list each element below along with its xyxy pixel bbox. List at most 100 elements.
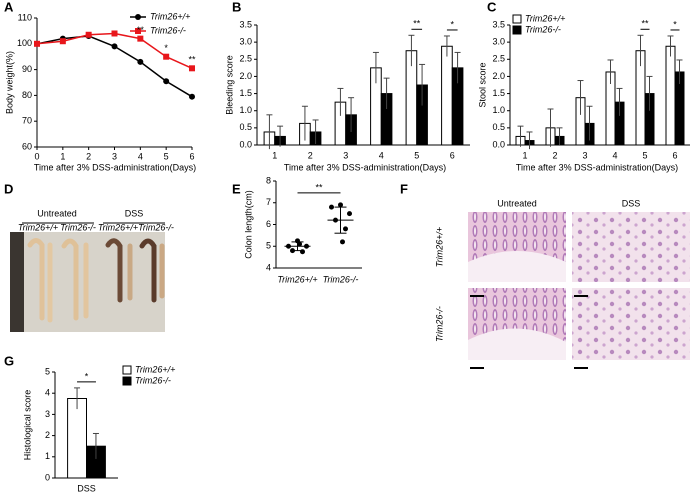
panel-label: B (232, 0, 241, 14)
x-tick-label: 4 (612, 150, 617, 160)
x-axis-label: Time after 3% DSS-administration(Days) (284, 162, 446, 172)
annotation: ** (137, 25, 145, 35)
column-label: Untreated (497, 198, 537, 208)
x-tick-label: 3 (582, 150, 587, 160)
annotation: * (85, 371, 89, 381)
x-tick-label: 3 (343, 150, 348, 160)
point (300, 249, 305, 255)
y-tick-label: 2.5 (492, 54, 505, 64)
y-tick-label: 1.5 (239, 88, 252, 98)
y-tick-label: 6 (266, 219, 271, 229)
y-axis-label: Bleeding score (224, 55, 234, 115)
y-tick-label: 3.0 (492, 37, 505, 47)
panel-label: C (487, 0, 497, 14)
point (347, 211, 352, 217)
y-tick-label: 2.0 (492, 71, 505, 81)
legend-label: Trim26+/+ (150, 11, 190, 21)
y-tick-label: 90 (22, 64, 32, 74)
x-tick-label: 1 (272, 150, 277, 160)
y-tick-label: 70 (22, 116, 32, 126)
annotation: * (673, 19, 677, 29)
point (340, 239, 345, 245)
annotation: * (450, 19, 454, 29)
y-tick-label: 2.0 (239, 71, 252, 81)
y-tick-label: 3 (45, 409, 50, 419)
bar (441, 45, 453, 146)
marker (137, 58, 144, 65)
panel-label: D (4, 181, 13, 196)
legend-marker (135, 28, 141, 34)
lane-label: Trim26-/- (138, 222, 174, 232)
y-tick-label: 3.5 (239, 19, 252, 29)
marker (189, 65, 195, 72)
x-tick-label: 2 (308, 150, 313, 160)
y-tick-label: 3.5 (492, 19, 505, 29)
legend-swatch (512, 14, 522, 24)
x-tick-label: 2 (552, 150, 557, 160)
x-tick-label: 6 (189, 151, 194, 161)
annotation: ** (188, 55, 196, 65)
legend-label: Trim26+/+ (525, 13, 565, 23)
point (297, 241, 302, 247)
y-tick-label: 100 (17, 38, 32, 48)
column-label: DSS (125, 208, 144, 218)
panel-label: E (232, 181, 241, 196)
bar (67, 398, 87, 479)
x-tick-label: 5 (642, 150, 647, 160)
x-tick-label: 1 (522, 150, 527, 160)
legend-swatch (122, 365, 132, 375)
y-tick-label: 2 (45, 430, 50, 440)
x-tick-label: 5 (164, 151, 169, 161)
y-tick-label: 110 (18, 12, 32, 22)
x-tick-label: Trim26-/- (323, 274, 359, 284)
lane-label: Trim26-/- (60, 222, 96, 232)
legend-label: Trim26+/+ (135, 364, 175, 374)
y-tick-label: 1 (45, 451, 50, 461)
marker (85, 31, 92, 38)
y-tick-label: 7 (266, 197, 271, 207)
y-axis-label: Colon length(cm) (243, 190, 253, 259)
marker (189, 93, 195, 100)
y-tick-label: 0 (45, 472, 50, 482)
y-tick-label: 5 (45, 366, 50, 376)
x-tick-label: 5 (414, 150, 419, 160)
point (329, 204, 334, 210)
y-tick-label: 5 (266, 241, 271, 251)
annotation: * (164, 43, 168, 53)
panel-label: F (400, 181, 408, 196)
y-tick-label: 0.0 (492, 139, 505, 149)
y-tick-label: 1.0 (492, 105, 505, 115)
marker (34, 40, 40, 47)
y-tick-label: 4 (45, 388, 50, 398)
y-tick-label: 3.0 (239, 37, 252, 47)
x-tick-label: 1 (60, 151, 65, 161)
y-tick-label: 80 (22, 90, 32, 100)
histology-images (468, 212, 690, 369)
bar (665, 45, 676, 146)
x-tick-label: DSS (77, 483, 96, 493)
point (343, 226, 348, 232)
x-tick-label: 3 (112, 151, 117, 161)
annotation: ** (413, 19, 421, 29)
y-tick-label: 2.5 (239, 54, 252, 64)
marker (111, 43, 118, 50)
legend-label: Trim26-/- (150, 25, 186, 35)
x-tick-label: 6 (450, 150, 455, 160)
y-tick-label: 0.5 (239, 122, 252, 132)
lane-label: Trim26+/+ (18, 222, 58, 232)
y-tick-label: 0.0 (239, 139, 252, 149)
x-tick-label: 4 (138, 151, 143, 161)
y-tick-label: 8 (266, 175, 271, 185)
annotation: ** (315, 182, 323, 192)
marker (137, 35, 144, 42)
y-tick-label: 1.5 (492, 88, 505, 98)
y-tick-label: 0.5 (492, 122, 505, 132)
marker (163, 78, 170, 85)
x-axis-label: Time after 3% DSS-administration(Days) (34, 162, 196, 172)
y-axis-label: Stool score (477, 62, 487, 107)
colon-photo (10, 222, 165, 332)
annotation: ** (641, 19, 649, 29)
panel-label: G (4, 353, 14, 368)
y-tick-label: 60 (22, 141, 32, 151)
